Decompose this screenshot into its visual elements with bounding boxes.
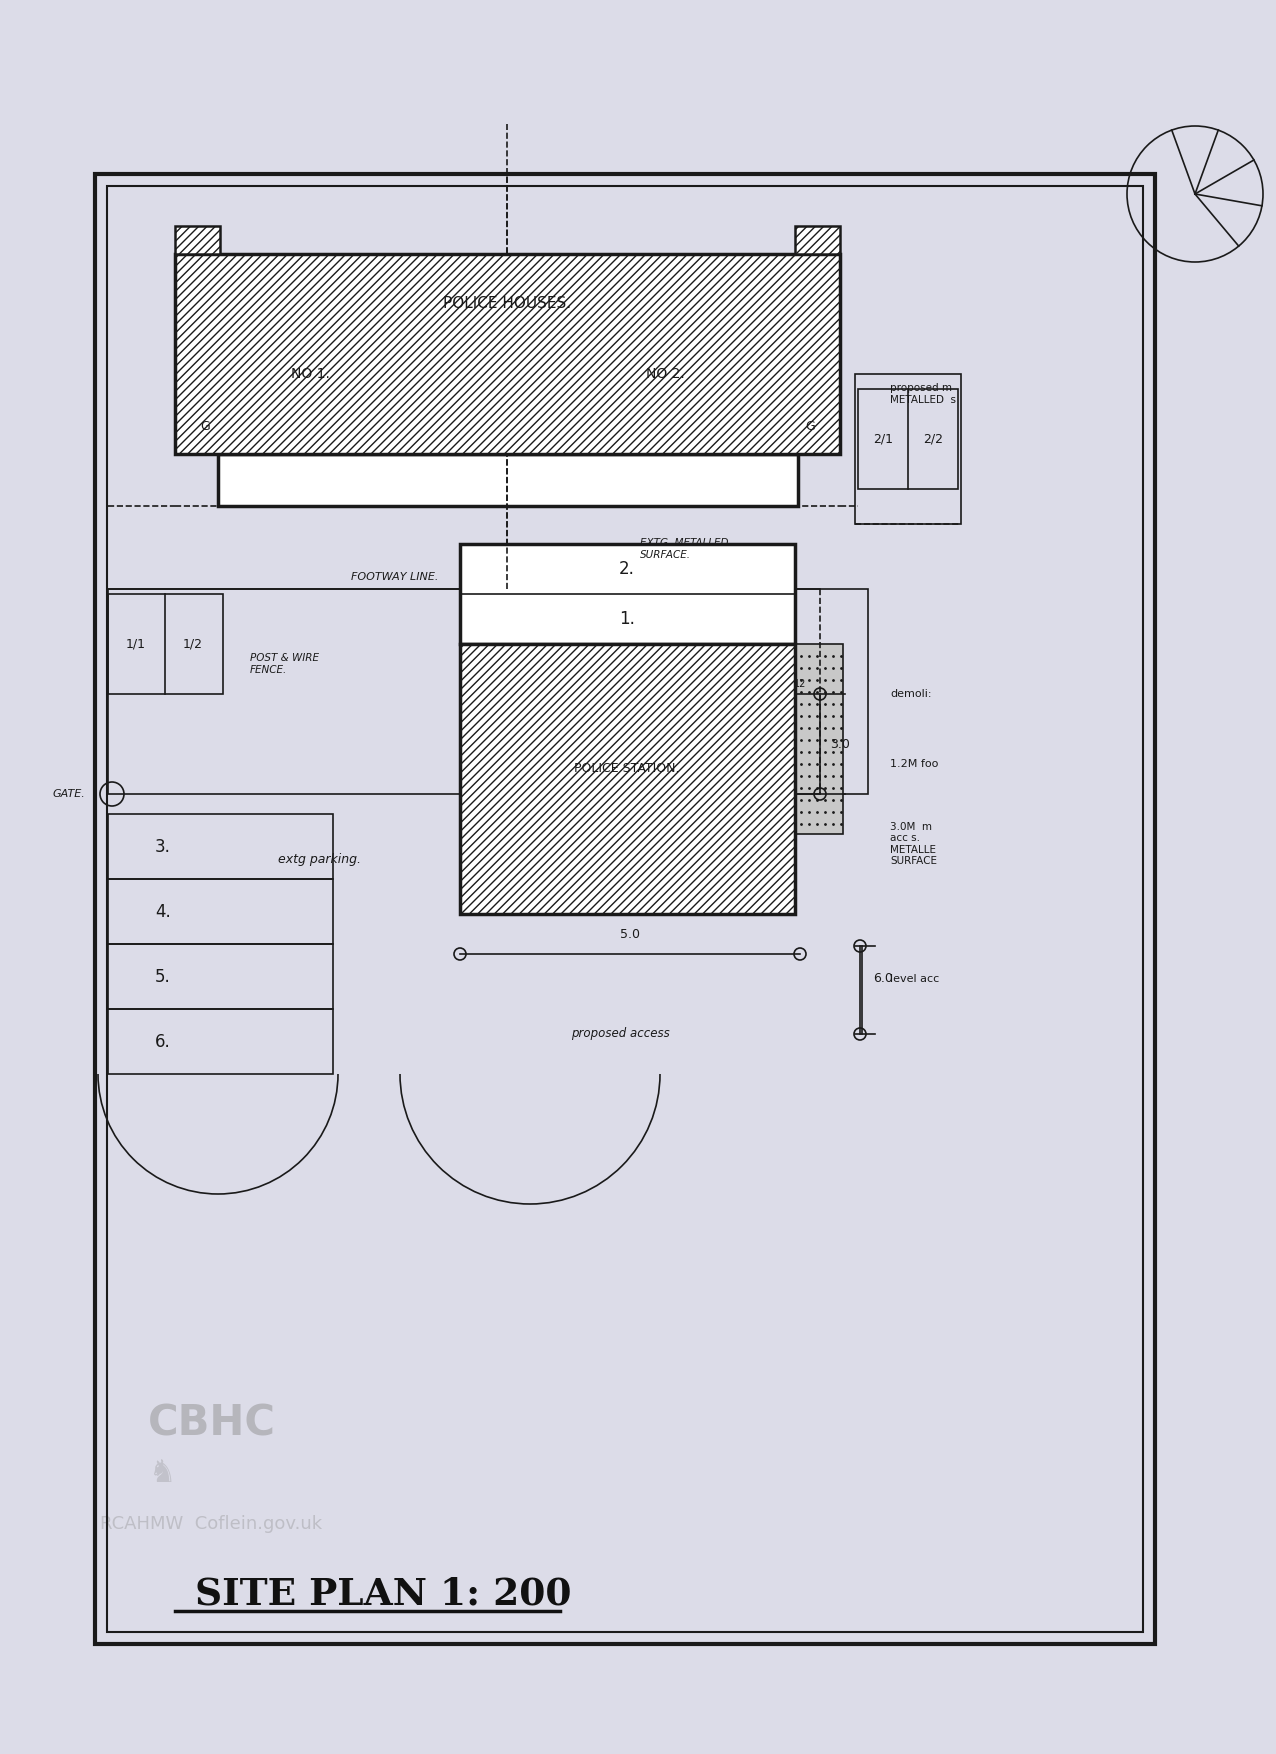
Text: extg parking.: extg parking. xyxy=(278,852,361,865)
Text: G: G xyxy=(200,419,209,433)
Text: NO 2.: NO 2. xyxy=(646,367,684,381)
Text: 1.: 1. xyxy=(619,610,635,628)
Text: 2.: 2. xyxy=(619,560,635,579)
Text: SITE PLAN 1: 200: SITE PLAN 1: 200 xyxy=(195,1575,572,1612)
Text: 1/2: 1/2 xyxy=(182,637,203,651)
Text: proposed access: proposed access xyxy=(570,1028,670,1040)
Bar xyxy=(94,174,1155,1643)
Bar xyxy=(107,186,1143,1631)
Text: NO 1.: NO 1. xyxy=(291,367,329,381)
Text: level acc: level acc xyxy=(889,973,939,984)
Text: demoli:: demoli: xyxy=(889,689,931,700)
Bar xyxy=(855,374,961,524)
Text: proposed m
METALLED  s: proposed m METALLED s xyxy=(889,382,956,405)
Text: GATE.: GATE. xyxy=(52,789,85,800)
Text: 3.0M  m
acc s.
METALLE
SURFACE: 3.0M m acc s. METALLE SURFACE xyxy=(889,821,937,866)
Text: 6.0: 6.0 xyxy=(873,972,893,986)
Text: POLICE STATION.: POLICE STATION. xyxy=(574,763,680,775)
Text: 3.: 3. xyxy=(156,838,171,856)
Text: 12: 12 xyxy=(794,679,806,689)
Text: 3.0: 3.0 xyxy=(829,737,850,751)
Bar xyxy=(461,644,795,914)
Bar xyxy=(795,644,843,833)
Text: ♞: ♞ xyxy=(148,1459,175,1489)
Bar xyxy=(108,589,868,795)
Bar xyxy=(461,544,795,644)
Text: 5.: 5. xyxy=(156,968,171,986)
Text: 6.: 6. xyxy=(156,1033,171,1051)
Bar xyxy=(108,879,333,944)
Text: POLICE HOUSES.: POLICE HOUSES. xyxy=(443,296,572,312)
Text: 4.: 4. xyxy=(156,903,171,921)
Text: CBHC: CBHC xyxy=(148,1403,276,1445)
Text: EXTG. METALLED
SURFACE.: EXTG. METALLED SURFACE. xyxy=(641,538,729,560)
Text: 1/1: 1/1 xyxy=(126,637,145,651)
Bar xyxy=(108,595,223,695)
Bar xyxy=(108,1009,333,1073)
Bar xyxy=(218,454,798,505)
Bar xyxy=(108,814,333,879)
Text: 2/2: 2/2 xyxy=(923,433,943,446)
Text: 5.0: 5.0 xyxy=(620,928,641,940)
Text: 1.2M foo: 1.2M foo xyxy=(889,759,938,768)
Text: FOOTWAY LINE.: FOOTWAY LINE. xyxy=(351,572,439,582)
Bar xyxy=(795,226,840,254)
Bar xyxy=(175,226,219,254)
Bar xyxy=(175,254,840,454)
Bar xyxy=(857,389,958,489)
Text: 2/1: 2/1 xyxy=(873,433,893,446)
Text: G: G xyxy=(805,419,815,433)
Text: POST & WIRE
FENCE.: POST & WIRE FENCE. xyxy=(250,652,319,675)
Text: RCAHMW  Coflein.gov.uk: RCAHMW Coflein.gov.uk xyxy=(100,1515,322,1533)
Bar xyxy=(108,944,333,1009)
